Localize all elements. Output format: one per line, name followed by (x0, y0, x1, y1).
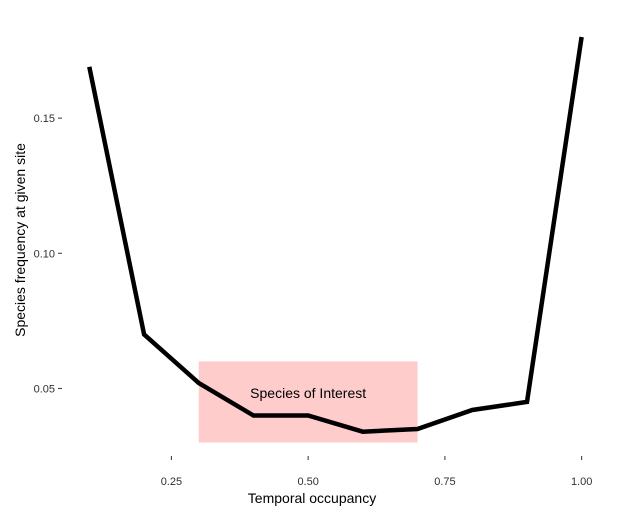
x-axis-title: Temporal occupancy (248, 490, 376, 506)
y-tick-label: 0.05 (34, 383, 55, 395)
annotation-label: Species of Interest (250, 385, 366, 401)
x-tick-label: 0.50 (297, 476, 318, 488)
y-tick-label: 0.10 (34, 248, 55, 260)
x-axis: 0.25 0.50 0.75 1.00 (161, 456, 592, 488)
y-axis-title: Species frequency at given site (12, 143, 28, 337)
x-tick-label: 0.25 (161, 476, 182, 488)
series-line-0 (87, 36, 584, 434)
y-axis: 0.05 0.10 0.15 (34, 113, 62, 395)
x-tick-label: 1.00 (571, 476, 592, 488)
x-tick-label: 0.75 (434, 476, 455, 488)
series-layer (87, 36, 584, 434)
y-tick-label: 0.15 (34, 113, 55, 125)
